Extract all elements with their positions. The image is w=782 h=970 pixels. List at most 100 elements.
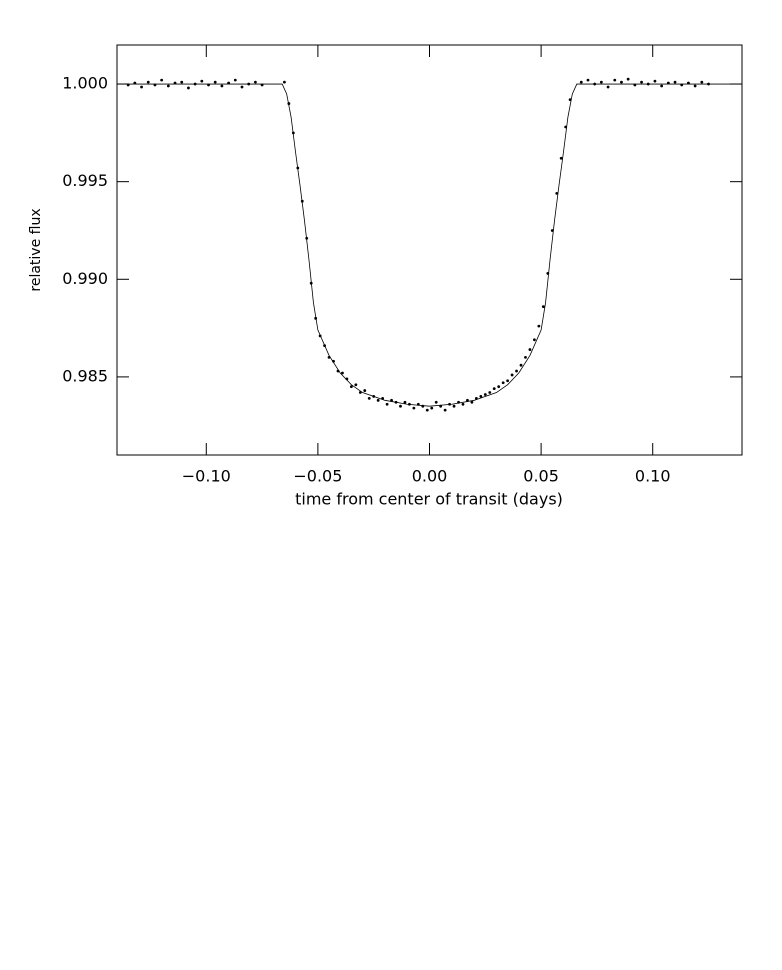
data-point — [140, 85, 143, 89]
data-point — [412, 406, 416, 410]
data-point — [408, 402, 411, 406]
data-point — [416, 402, 420, 406]
data-point — [519, 363, 523, 367]
data-point — [528, 348, 532, 351]
y-tick-label: 1.000 — [62, 74, 108, 93]
y-tick-label: 0.985 — [62, 366, 108, 385]
data-point — [354, 383, 358, 387]
data-point — [483, 393, 487, 396]
data-point — [579, 80, 583, 84]
data-point — [434, 400, 438, 404]
data-point — [403, 400, 407, 404]
data-point — [457, 400, 460, 404]
data-point — [318, 334, 322, 338]
data-point — [349, 385, 353, 389]
data-point — [626, 77, 630, 81]
data-point — [430, 406, 434, 410]
data-point — [599, 80, 603, 84]
data-point — [345, 377, 349, 381]
data-point — [593, 82, 597, 86]
data-point — [390, 398, 393, 402]
data-point — [227, 81, 231, 85]
data-point — [506, 379, 510, 383]
data-point — [620, 80, 623, 84]
data-point — [524, 355, 527, 359]
data-point — [376, 398, 380, 402]
data-point — [555, 191, 559, 195]
data-point — [240, 85, 244, 89]
data-point — [707, 82, 710, 86]
data-point — [363, 389, 367, 392]
data-point — [537, 324, 541, 328]
data-point — [613, 78, 617, 82]
model-line — [117, 83, 742, 407]
data-point — [640, 80, 643, 84]
data-point — [673, 80, 677, 84]
data-point — [193, 82, 197, 86]
y-axis-title: relative flux — [28, 208, 44, 291]
data-point — [399, 404, 402, 408]
data-point — [461, 402, 465, 406]
data-point — [146, 80, 150, 84]
data-point — [180, 80, 184, 84]
data-point — [367, 396, 371, 400]
data-point — [497, 385, 501, 389]
data-point — [247, 82, 251, 86]
data-point — [541, 305, 545, 309]
data-point — [166, 84, 170, 88]
plot-frame — [116, 44, 743, 456]
data-point — [666, 81, 670, 85]
data-point — [332, 359, 335, 363]
x-tick-label: 0.00 — [412, 467, 448, 486]
data-point — [327, 355, 331, 359]
data-point — [425, 408, 429, 412]
data-point — [470, 400, 474, 404]
data-point — [510, 373, 514, 377]
data-point — [700, 80, 704, 84]
data-point — [173, 81, 177, 85]
data-point — [568, 98, 572, 102]
data-point — [448, 402, 451, 406]
data-point — [385, 402, 389, 406]
data-point — [550, 229, 554, 232]
data-point — [479, 395, 483, 398]
data-point — [309, 281, 313, 285]
data-point — [606, 85, 610, 89]
data-point — [559, 156, 563, 160]
data-point — [153, 83, 157, 87]
x-tick-label: −0.05 — [293, 467, 342, 486]
data-point — [680, 83, 684, 87]
data-point — [260, 83, 264, 87]
data-point — [233, 78, 237, 82]
data-point — [653, 79, 657, 83]
data-point — [283, 80, 286, 84]
data-point — [187, 86, 190, 90]
data-point — [439, 404, 443, 408]
data-point — [220, 84, 224, 88]
data-point — [160, 78, 164, 82]
data-point — [296, 166, 300, 170]
data-point — [133, 81, 137, 85]
data-point — [372, 395, 376, 398]
data-point — [646, 82, 650, 86]
data-point — [474, 396, 478, 400]
data-point — [501, 381, 505, 385]
data-point — [693, 84, 697, 88]
y-tick-label: 0.995 — [62, 171, 108, 190]
data-point — [213, 80, 217, 84]
data-point — [314, 316, 318, 320]
data-point — [546, 272, 550, 275]
data-point — [341, 371, 344, 375]
data-point — [381, 396, 385, 400]
data-point — [358, 391, 362, 394]
data-point — [305, 236, 309, 240]
x-tick-label: 0.10 — [635, 467, 671, 486]
y-tick-label: 0.990 — [62, 269, 108, 288]
data-point — [323, 344, 326, 348]
data-point — [300, 199, 304, 203]
data-point — [466, 398, 469, 402]
data-point — [207, 83, 210, 87]
data-point — [443, 408, 447, 412]
